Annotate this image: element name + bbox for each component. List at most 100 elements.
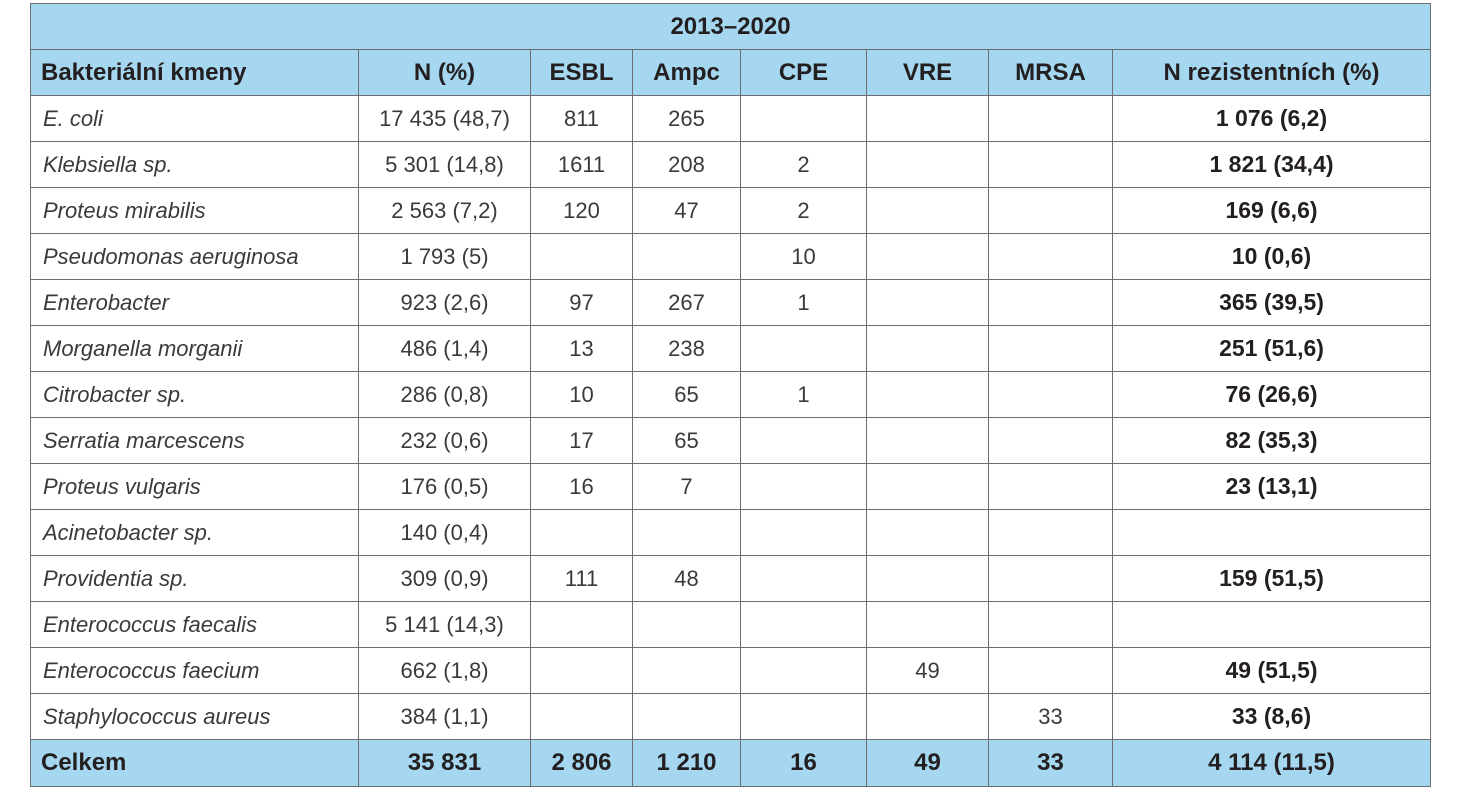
ampc-cell: 267 <box>632 279 741 326</box>
resistant-cell: 76 (26,6) <box>1111 371 1432 418</box>
mrsa-cell <box>988 141 1113 188</box>
esbl-cell: 10 <box>530 371 633 418</box>
ampc-cell <box>632 233 741 280</box>
cpe-cell: 1 <box>740 279 867 326</box>
vre-cell <box>866 95 989 142</box>
table-row: Enterococcus faecalis 5 141 (14,3) <box>30 601 1432 648</box>
mrsa-cell <box>988 279 1113 326</box>
vre-cell <box>866 601 989 648</box>
mrsa-cell <box>988 233 1113 280</box>
esbl-cell <box>530 647 633 694</box>
ampc-cell <box>632 601 741 648</box>
cpe-cell <box>740 555 867 602</box>
cpe-cell <box>740 325 867 372</box>
period-header-row: 2013–2020 <box>29 3 1432 50</box>
table-row: Enterococcus faecium 662 (1,8) 49 49 (51… <box>30 647 1432 694</box>
cpe-cell: 2 <box>740 141 867 188</box>
vre-cell <box>866 417 989 464</box>
resistant-cell: 1 076 (6,2) <box>1111 95 1432 142</box>
esbl-cell: 811 <box>530 95 633 142</box>
n-cell: 140 (0,4) <box>358 509 531 556</box>
mrsa-cell <box>988 417 1113 464</box>
table-row: Citrobacter sp. 286 (0,8) 10 65 1 76 (26… <box>30 371 1432 418</box>
resistant-cell: 1 821 (34,4) <box>1111 141 1432 188</box>
period-header: 2013–2020 <box>29 3 1432 50</box>
total-vre-cell: 49 <box>866 739 989 787</box>
vre-cell <box>866 233 989 280</box>
ampc-cell: 47 <box>632 187 741 234</box>
mrsa-cell <box>988 187 1113 234</box>
n-cell: 5 301 (14,8) <box>358 141 531 188</box>
bacterial-strains-table: 2013–2020 Bakteriální kmeny N (%) ESBL A… <box>29 3 1432 787</box>
cpe-cell: 10 <box>740 233 867 280</box>
n-cell: 309 (0,9) <box>358 555 531 602</box>
table-row: Acinetobacter sp. 140 (0,4) <box>30 509 1432 556</box>
strain-name: Pseudomonas aeruginosa <box>30 233 359 280</box>
column-header-esbl: ESBL <box>530 49 633 96</box>
mrsa-cell: 33 <box>988 693 1113 740</box>
table-row: Enterobacter 923 (2,6) 97 267 1 365 (39,… <box>30 279 1432 326</box>
strain-name: Enterococcus faecalis <box>30 601 359 648</box>
cpe-cell: 2 <box>740 187 867 234</box>
strain-name: Acinetobacter sp. <box>30 509 359 556</box>
n-cell: 232 (0,6) <box>358 417 531 464</box>
column-header-n: N (%) <box>358 49 531 96</box>
ampc-cell: 265 <box>632 95 741 142</box>
table-row: E. coli 17 435 (48,7) 811 265 1 076 (6,2… <box>30 95 1432 142</box>
resistant-cell: 49 (51,5) <box>1111 647 1432 694</box>
n-cell: 17 435 (48,7) <box>358 95 531 142</box>
ampc-cell: 48 <box>632 555 741 602</box>
table-row: Serratia marcescens 232 (0,6) 17 65 82 (… <box>30 417 1432 464</box>
total-resistant-cell: 4 114 (11,5) <box>1111 739 1432 787</box>
mrsa-cell <box>988 601 1113 648</box>
n-cell: 384 (1,1) <box>358 693 531 740</box>
cpe-cell <box>740 95 867 142</box>
mrsa-cell <box>988 371 1113 418</box>
ampc-cell: 65 <box>632 371 741 418</box>
column-header-row: Bakteriální kmeny N (%) ESBL Ampc CPE VR… <box>30 49 1432 96</box>
esbl-cell <box>530 233 633 280</box>
total-row: Celkem 35 831 2 806 1 210 16 49 33 4 114… <box>30 739 1432 787</box>
esbl-cell: 97 <box>530 279 633 326</box>
strain-name: Enterobacter <box>30 279 359 326</box>
resistant-cell <box>1111 509 1432 556</box>
table-row: Klebsiella sp. 5 301 (14,8) 1611 208 2 1… <box>30 141 1432 188</box>
n-cell: 923 (2,6) <box>358 279 531 326</box>
n-cell: 2 563 (7,2) <box>358 187 531 234</box>
vre-cell <box>866 141 989 188</box>
esbl-cell: 1611 <box>530 141 633 188</box>
column-header-mrsa: MRSA <box>988 49 1113 96</box>
esbl-cell <box>530 601 633 648</box>
resistant-cell <box>1111 601 1432 648</box>
vre-cell <box>866 463 989 510</box>
total-n-cell: 35 831 <box>358 739 531 787</box>
resistant-cell: 169 (6,6) <box>1111 187 1432 234</box>
total-ampc-cell: 1 210 <box>632 739 741 787</box>
total-mrsa-cell: 33 <box>988 739 1113 787</box>
strain-name: Proteus mirabilis <box>30 187 359 234</box>
cpe-cell <box>740 417 867 464</box>
resistant-cell: 23 (13,1) <box>1111 463 1432 510</box>
cpe-cell <box>740 601 867 648</box>
cpe-cell <box>740 647 867 694</box>
vre-cell <box>866 509 989 556</box>
ampc-cell: 7 <box>632 463 741 510</box>
n-cell: 5 141 (14,3) <box>358 601 531 648</box>
column-header-ampc: Ampc <box>632 49 741 96</box>
vre-cell <box>866 371 989 418</box>
mrsa-cell <box>988 463 1113 510</box>
cpe-cell <box>740 509 867 556</box>
strain-name: Enterococcus faecium <box>30 647 359 694</box>
strain-name: Klebsiella sp. <box>30 141 359 188</box>
vre-cell <box>866 325 989 372</box>
esbl-cell <box>530 693 633 740</box>
n-cell: 662 (1,8) <box>358 647 531 694</box>
table-row: Pseudomonas aeruginosa 1 793 (5) 10 10 (… <box>30 233 1432 280</box>
ampc-cell: 238 <box>632 325 741 372</box>
n-cell: 176 (0,5) <box>358 463 531 510</box>
column-header-strain: Bakteriální kmeny <box>30 49 359 96</box>
table-row: Staphylococcus aureus 384 (1,1) 33 33 (8… <box>30 693 1432 740</box>
strain-name: Morganella morganii <box>30 325 359 372</box>
ampc-cell: 208 <box>632 141 741 188</box>
ampc-cell <box>632 693 741 740</box>
